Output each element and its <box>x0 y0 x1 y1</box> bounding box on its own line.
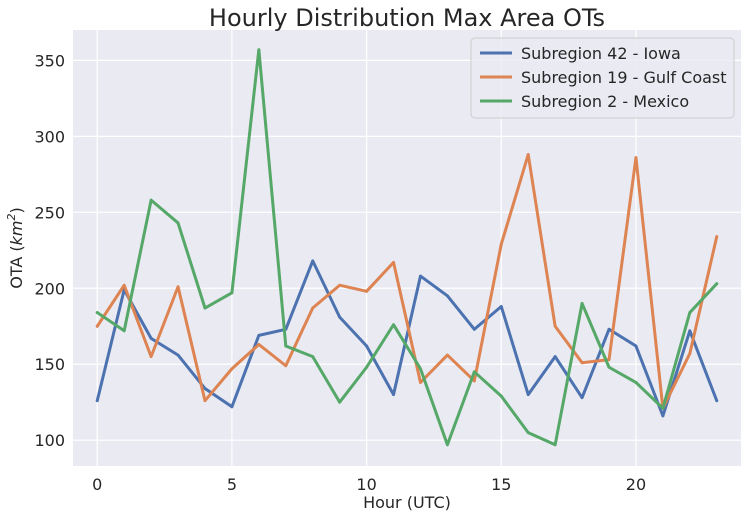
data-point <box>149 336 153 340</box>
data-point <box>338 283 342 287</box>
data-point <box>499 305 503 308</box>
y-axis-label: OTA (km2) <box>5 207 26 289</box>
series-line-3 <box>95 48 719 447</box>
data-point <box>176 353 180 357</box>
data-point <box>499 242 503 246</box>
data-point <box>607 327 611 331</box>
data-point <box>338 315 342 319</box>
y-tick-label: 350 <box>34 51 65 70</box>
data-point <box>661 414 665 418</box>
data-point <box>392 393 395 396</box>
data-point <box>688 329 692 333</box>
data-point <box>122 283 126 287</box>
data-point <box>149 355 153 359</box>
x-tick-label: 10 <box>356 475 376 494</box>
data-point <box>311 306 315 310</box>
legend-label: Subregion 19 - Gulf Coast <box>521 68 727 87</box>
data-point <box>553 443 557 447</box>
data-point <box>257 48 261 52</box>
data-point <box>634 381 638 384</box>
x-axis-label: Hour (UTC) <box>363 493 451 512</box>
data-point <box>230 291 234 295</box>
data-point <box>203 306 207 310</box>
data-point <box>526 431 530 434</box>
data-point <box>257 343 261 346</box>
data-point <box>284 364 288 368</box>
x-tick-label: 5 <box>227 475 237 494</box>
data-point <box>95 324 99 328</box>
legend: Subregion 42 - Iowa Subregion 19 - Gulf C… <box>470 37 735 119</box>
data-point <box>176 221 180 225</box>
legend-box <box>470 37 735 119</box>
data-point <box>203 399 207 403</box>
data-point <box>365 365 368 369</box>
data-point <box>607 358 611 362</box>
data-point <box>553 324 557 328</box>
y-axis-label-superscript: 2 <box>5 213 18 220</box>
data-point <box>257 333 261 337</box>
data-point <box>553 355 557 359</box>
data-point <box>526 393 530 396</box>
y-ticks: 100 150 200 250 300 350 <box>34 51 65 450</box>
data-point <box>392 323 395 327</box>
data-point <box>446 353 449 357</box>
data-point <box>472 379 476 383</box>
x-tick-label: 15 <box>491 475 511 494</box>
data-point <box>122 329 126 333</box>
y-axis-label-unit: km <box>7 220 26 245</box>
y-tick-label: 150 <box>34 355 65 374</box>
x-tick-label: 20 <box>626 475 646 494</box>
data-point <box>311 259 315 263</box>
data-point <box>176 285 180 289</box>
data-point <box>580 302 584 305</box>
series-line-2 <box>95 153 719 410</box>
y-tick-label: 300 <box>34 127 65 146</box>
data-point <box>634 156 638 160</box>
data-point <box>365 289 368 293</box>
x-tick-label: 0 <box>92 475 102 494</box>
data-point <box>446 443 449 447</box>
data-point <box>688 311 692 314</box>
data-point <box>472 327 476 331</box>
data-point <box>634 344 638 348</box>
data-point <box>149 198 153 202</box>
data-point <box>338 400 342 404</box>
data-point <box>230 405 234 409</box>
y-tick-label: 100 <box>34 431 65 450</box>
data-point <box>311 355 315 359</box>
y-axis-label-prefix: OTA ( <box>7 245 26 288</box>
data-point <box>284 344 288 348</box>
data-point <box>526 153 530 156</box>
legend-label: Subregion 2 - Mexico <box>521 92 689 111</box>
data-point <box>688 352 692 355</box>
data-point <box>715 282 719 286</box>
data-point <box>230 367 234 371</box>
data-point <box>365 344 368 348</box>
data-point <box>95 399 99 403</box>
data-point <box>203 387 207 390</box>
data-point <box>661 406 665 410</box>
data-point <box>607 365 611 369</box>
y-axis-label-suffix: ) <box>7 207 26 213</box>
data-point <box>715 235 719 239</box>
series-group <box>95 48 719 447</box>
y-tick-label: 250 <box>34 203 65 222</box>
data-point <box>419 367 422 371</box>
data-point <box>715 399 719 403</box>
data-point <box>95 311 99 314</box>
data-point <box>580 361 584 365</box>
data-point <box>580 396 584 400</box>
data-point <box>419 274 422 278</box>
data-point <box>392 261 395 264</box>
x-ticks: 0 5 10 15 20 <box>92 475 646 494</box>
data-point <box>499 394 503 398</box>
data-point <box>419 381 422 384</box>
data-point <box>472 370 476 374</box>
legend-label: Subregion 42 - Iowa <box>521 44 681 63</box>
data-point <box>446 294 449 298</box>
chart-title: Hourly Distribution Max Area OTs <box>209 4 605 32</box>
y-tick-label: 200 <box>34 279 65 298</box>
